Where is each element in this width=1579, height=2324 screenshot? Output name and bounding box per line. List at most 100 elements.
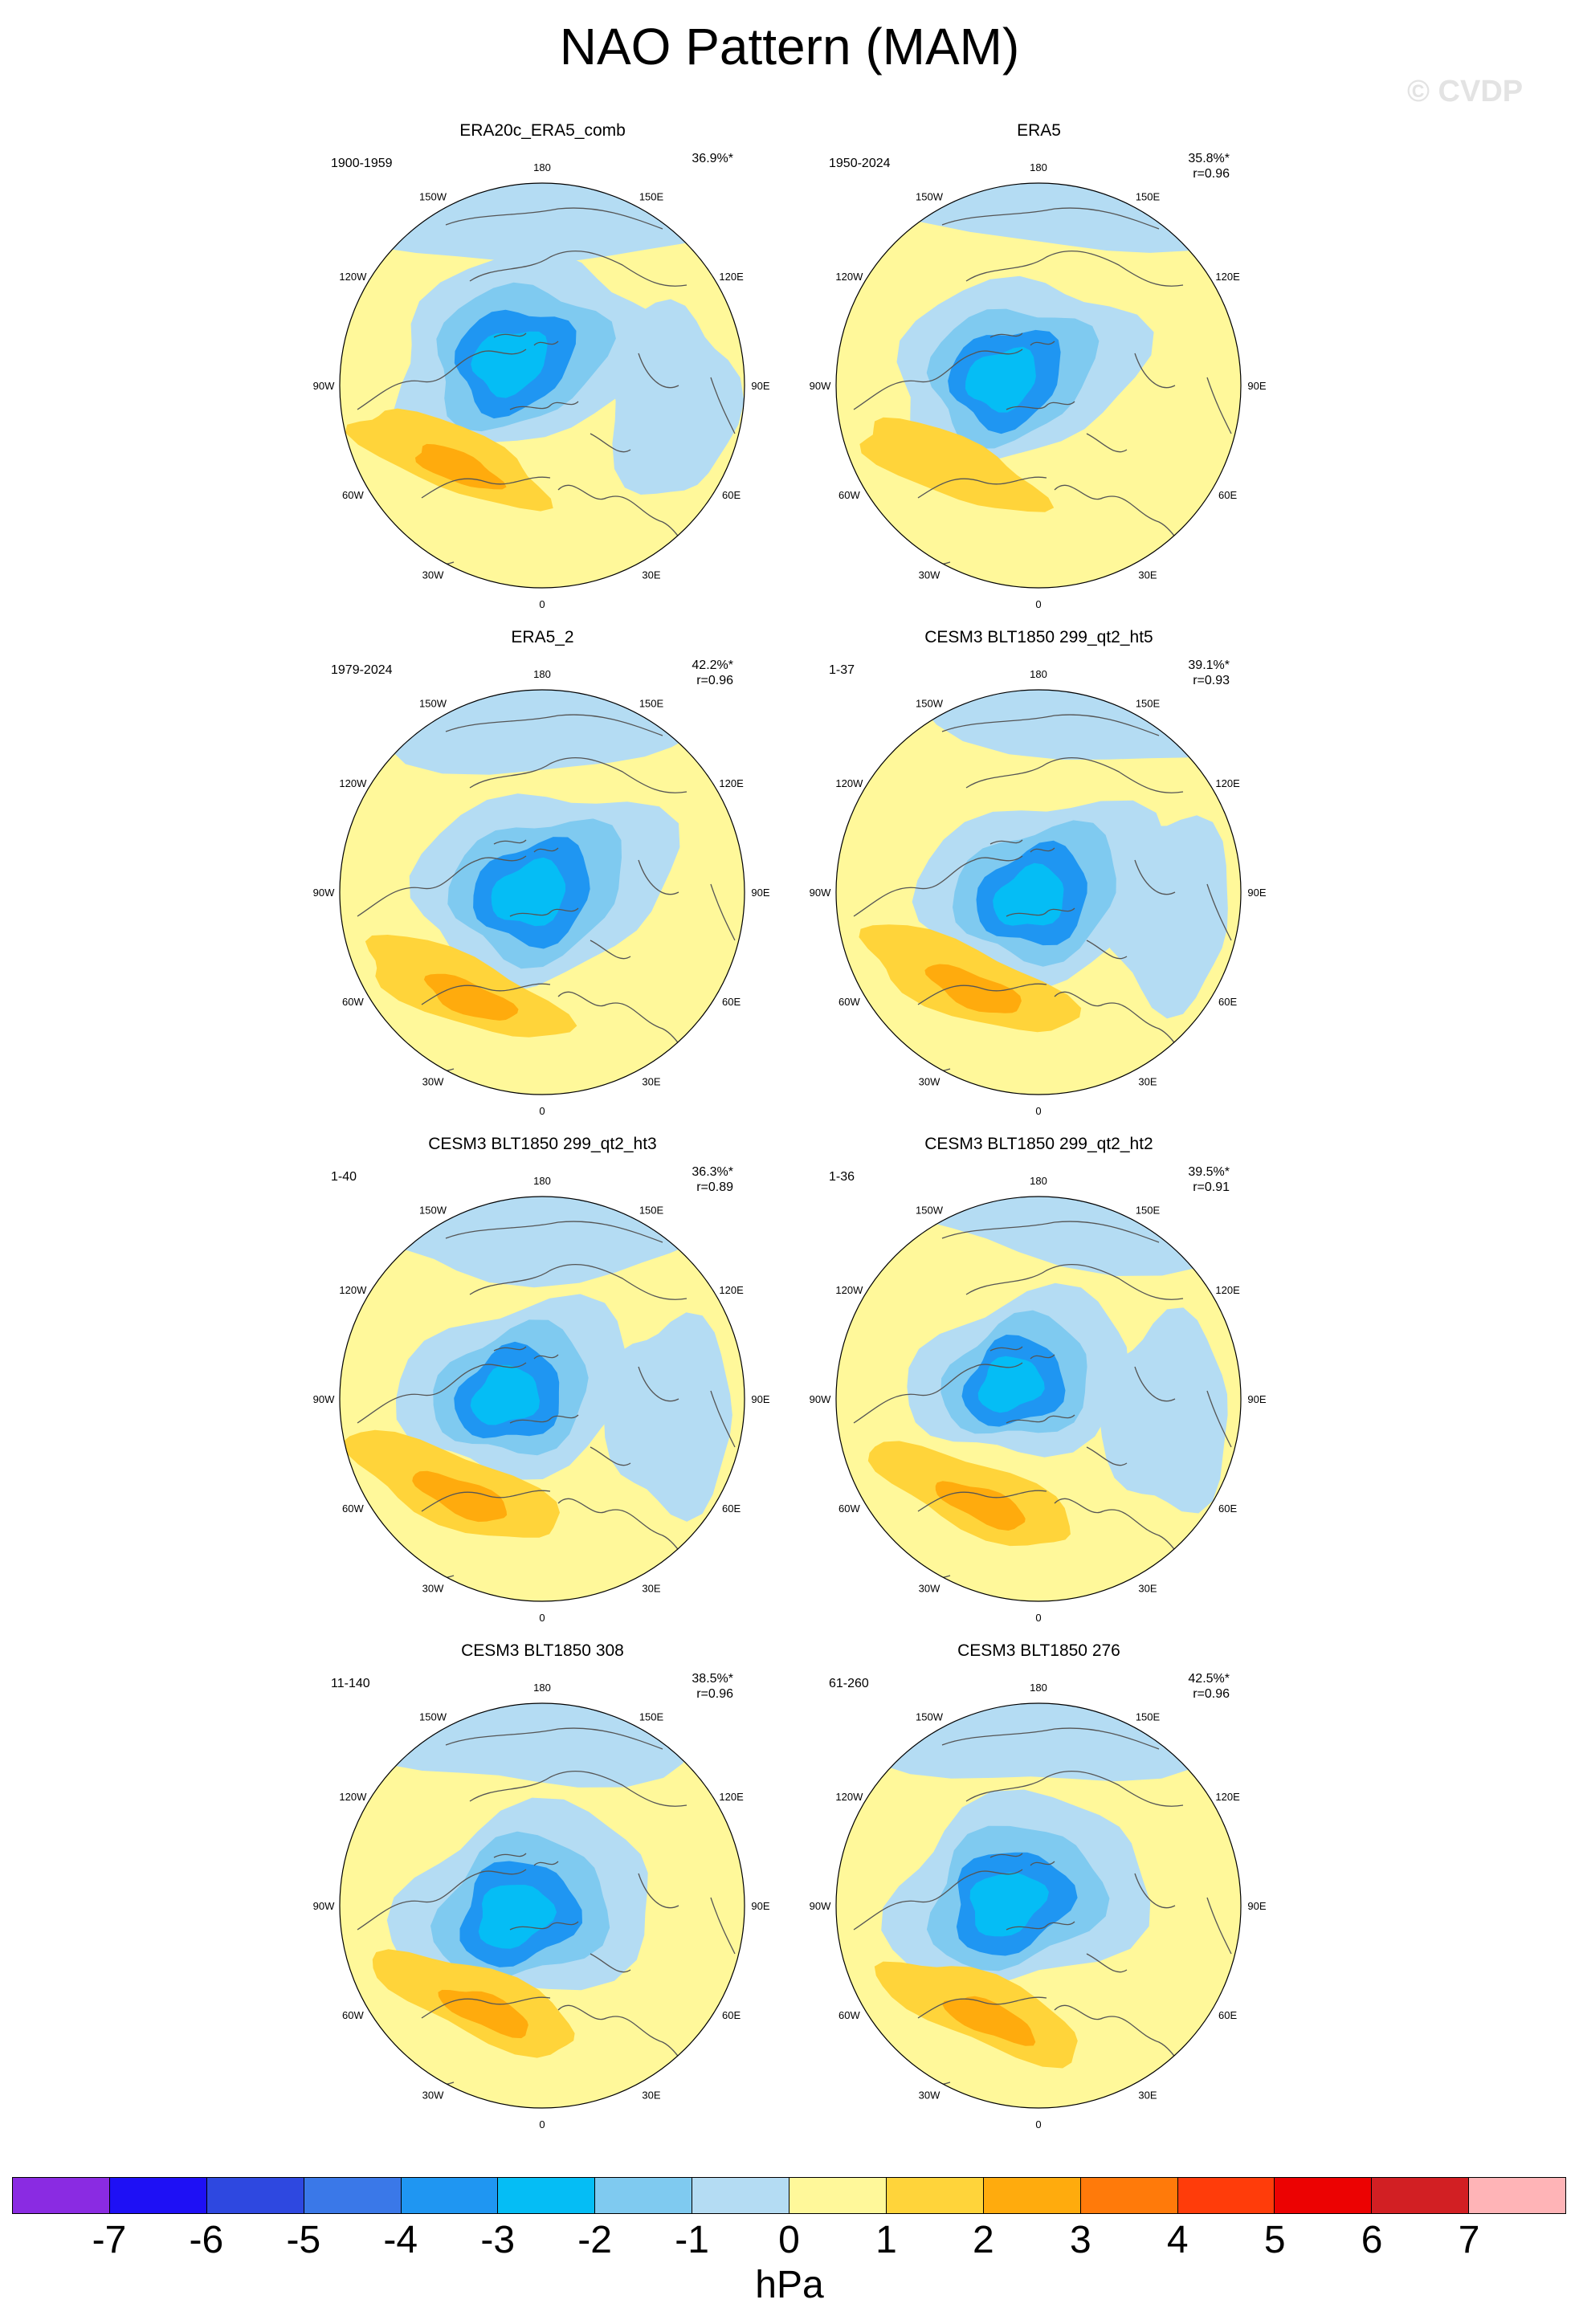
map-field <box>340 690 745 1095</box>
longitude-label: 150W <box>916 697 944 709</box>
panel-stats: 42.2%* r=0.96 <box>625 658 733 688</box>
longitude-label: 60W <box>838 1502 860 1515</box>
longitude-label: 30E <box>642 2090 660 2102</box>
coastline <box>509 1414 579 1424</box>
negative-anomaly-asia <box>603 1312 732 1522</box>
longitude-label: 60E <box>1218 2009 1237 2021</box>
colorbar-swatch <box>886 2178 984 2213</box>
colorbar-tick-labels: -7 -6 -5 -4 -3 -2 -1 0 1 2 3 4 5 6 7 <box>12 2218 1566 2266</box>
longitude-label: 30W <box>422 569 444 581</box>
negative-anomaly-contour-3 <box>491 857 566 927</box>
longitude-label: 90W <box>313 887 335 899</box>
negative-anomaly-contour-3 <box>478 1885 557 1949</box>
coastline <box>357 855 527 917</box>
coastline <box>965 757 1184 793</box>
colorbar-swatch <box>401 2178 499 2213</box>
coastline <box>357 1869 527 1931</box>
colorbar-tick-label: 6 <box>1361 2219 1383 2261</box>
map-border <box>835 182 1242 589</box>
colorbar-tick-label: -3 <box>480 2219 516 2261</box>
coastline <box>469 1771 687 1807</box>
longitude-label: 60W <box>342 2009 364 2021</box>
longitude-label: 90W <box>810 1393 831 1405</box>
longitude-label: 90W <box>313 1900 335 1912</box>
negative-anomaly-asia <box>1099 1307 1228 1514</box>
colorbar-tick-label: 2 <box>973 2219 994 2261</box>
negative-anomaly-contour-3 <box>965 346 1036 413</box>
coastline <box>421 1490 551 1512</box>
negative-anomaly-pacific <box>341 1703 710 1788</box>
coastline <box>1006 1921 1075 1931</box>
panel-stats: 38.5%* r=0.96 <box>625 1671 733 1702</box>
longitude-label: 180 <box>1030 1175 1047 1187</box>
longitude-label: 180 <box>1030 668 1047 680</box>
longitude-label: 90E <box>751 1393 769 1405</box>
longitude-label: 90E <box>1247 1900 1266 1912</box>
panel-title: ERA5 <box>1017 121 1061 140</box>
polar-map: 180 150E 120E 90E 60E 30E 0 30W 60W 90W 120W 150W <box>313 161 770 610</box>
longitude-label: 90E <box>751 380 769 392</box>
polar-map: 180 150E 120E 90E 60E 30E 0 30W 60W 90W 120W 150W <box>313 1682 770 2130</box>
coastline <box>941 1221 1160 1243</box>
colorbar-swatch <box>109 2178 207 2213</box>
map-border <box>835 1196 1242 1602</box>
map-field <box>836 183 1241 588</box>
longitude-label: 120E <box>719 1284 744 1296</box>
map-border <box>339 182 745 589</box>
longitude-label: 0 <box>539 2118 545 2130</box>
longitude-label: 120E <box>719 271 744 283</box>
colorbar-swatch <box>206 2178 304 2213</box>
colorbar-swatch <box>304 2178 402 2213</box>
longitude-label: 30E <box>1138 569 1157 581</box>
coastline <box>853 855 1023 917</box>
variance-explained: 36.9%* <box>692 152 733 165</box>
longitude-label: 30W <box>919 2090 940 2102</box>
coastline <box>509 401 579 410</box>
coastline <box>1134 353 1232 434</box>
negative-anomaly-contour-3 <box>471 331 548 398</box>
polar-map: 180 150E 120E 90E 60E 30E 0 30W 60W 90W 120W 150W <box>810 161 1267 610</box>
longitude-label: 60E <box>722 2009 741 2021</box>
longitude-label: 180 <box>533 668 551 680</box>
longitude-label: 30W <box>422 1076 444 1088</box>
coastline <box>853 1362 1023 1424</box>
colorbar-tick-label: -2 <box>577 2219 612 2261</box>
coastline <box>941 714 1160 736</box>
longitude-label: 150W <box>419 190 447 202</box>
longitude-label: 180 <box>1030 161 1047 173</box>
pattern-correlation: r=0.93 <box>1193 674 1230 687</box>
colorbar-swatch <box>498 2178 596 2213</box>
variance-explained: 38.5%* <box>692 1672 733 1686</box>
longitude-label: 150W <box>419 1710 447 1723</box>
colorbar-tick-label: 4 <box>1166 2219 1189 2261</box>
longitude-label: 120W <box>339 777 367 789</box>
coastline <box>421 1996 551 2019</box>
colorbar-swatch <box>1372 2178 1470 2213</box>
panel-stats: 42.5%* r=0.96 <box>1121 1671 1230 1702</box>
negative-anomaly-contour-3 <box>993 862 1064 926</box>
negative-anomaly-contour-3 <box>470 1364 540 1425</box>
map-panel: 180 150E 120E 90E 60E 30E 0 30W 60W 90W 120W 150W E… <box>296 627 790 1133</box>
map-panel: 180 150E 120E 90E 60E 30E 0 30W 60W 90W 120W 150W C… <box>792 627 1286 1133</box>
longitude-label: 90W <box>313 1393 335 1405</box>
positive-anomaly-contour <box>412 1470 508 1523</box>
coastline <box>638 1873 736 1955</box>
coastline <box>469 1264 687 1300</box>
variance-explained: 36.3%* <box>692 1165 733 1179</box>
panel-years: 1979-2024 <box>331 663 393 677</box>
longitude-label: 90E <box>751 887 769 899</box>
longitude-label: 30E <box>642 569 660 581</box>
map-field <box>836 690 1241 1095</box>
longitude-label: 60W <box>838 996 860 1008</box>
longitude-label: 60W <box>838 2009 860 2021</box>
coastline <box>989 1346 1055 1360</box>
longitude-label: 60E <box>722 1502 741 1515</box>
coastline <box>1006 1414 1075 1424</box>
longitude-label: 120W <box>835 1284 863 1296</box>
longitude-label: 60W <box>342 489 364 501</box>
longitude-label: 90E <box>1247 887 1266 899</box>
panel-title: CESM3 BLT1850 308 <box>461 1641 624 1660</box>
map-panel: 180 150E 120E 90E 60E 30E 0 30W 60W 90W 120W 150W C… <box>792 1134 1286 1640</box>
coastline <box>493 332 559 346</box>
coastline <box>917 1996 1047 2019</box>
